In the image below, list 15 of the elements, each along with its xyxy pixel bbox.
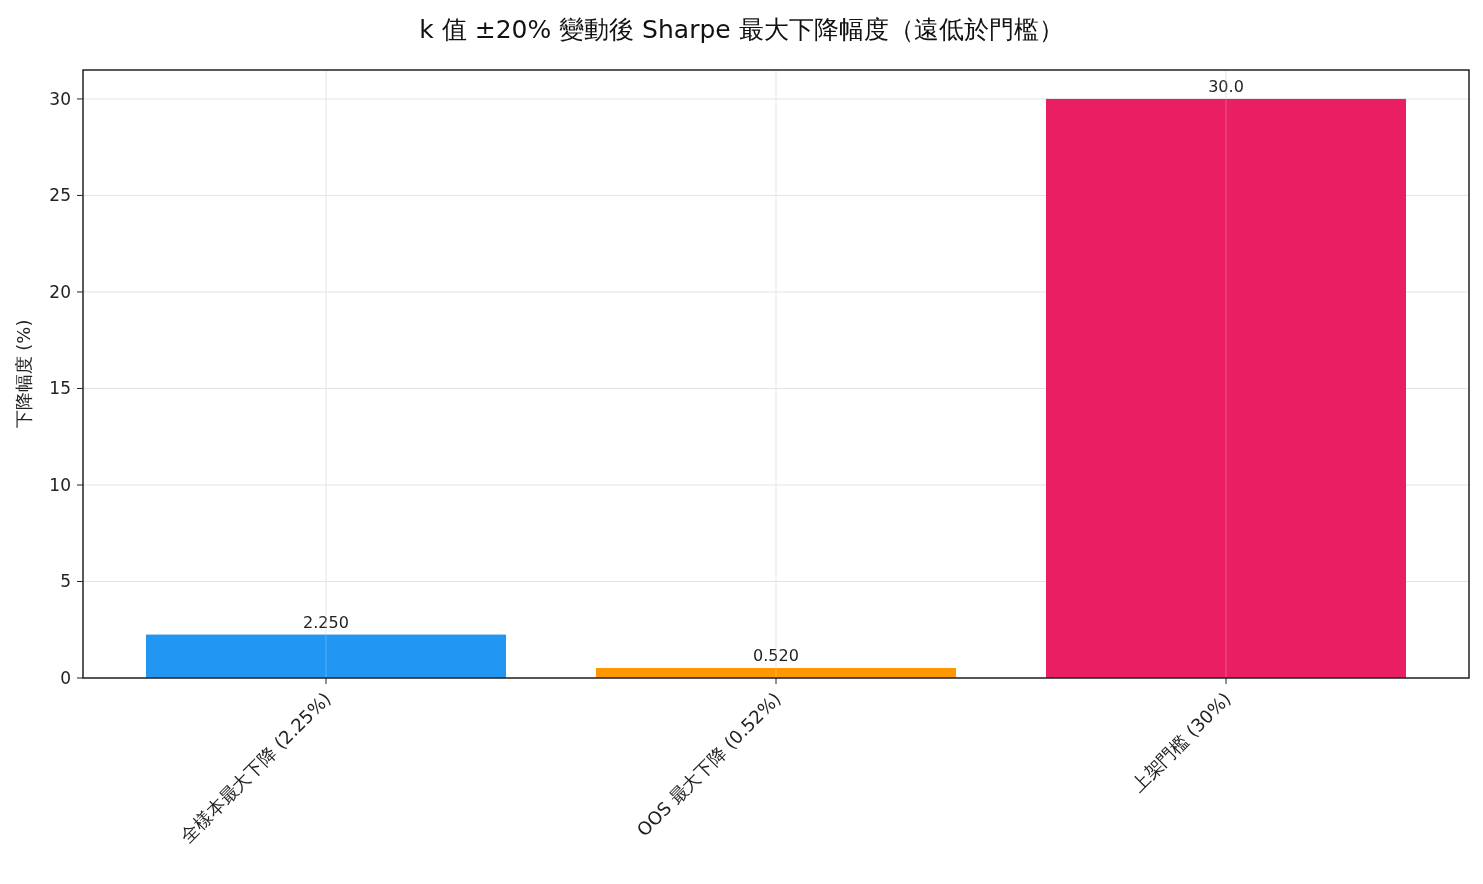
chart-title: k 值 ±20% 變動後 Sharpe 最大下降幅度（遠低於門檻） <box>419 15 1064 44</box>
data-label: 0.520 <box>753 645 799 665</box>
bar <box>1046 98 1406 678</box>
y-tick-label: 0 <box>60 668 71 688</box>
y-tick-label: 25 <box>49 185 71 206</box>
y-tick-label: 15 <box>49 378 71 399</box>
data-label: 30.0 <box>1208 76 1244 96</box>
y-tick-label: 5 <box>60 571 71 592</box>
data-label: 2.250 <box>303 612 349 632</box>
y-tick-label: 20 <box>49 281 71 302</box>
y-tick-label: 10 <box>49 474 71 495</box>
y-axis-title: 下降幅度 (%) <box>13 319 34 429</box>
bar <box>596 667 956 678</box>
y-tick-label: 30 <box>49 88 71 109</box>
bar <box>146 634 506 678</box>
